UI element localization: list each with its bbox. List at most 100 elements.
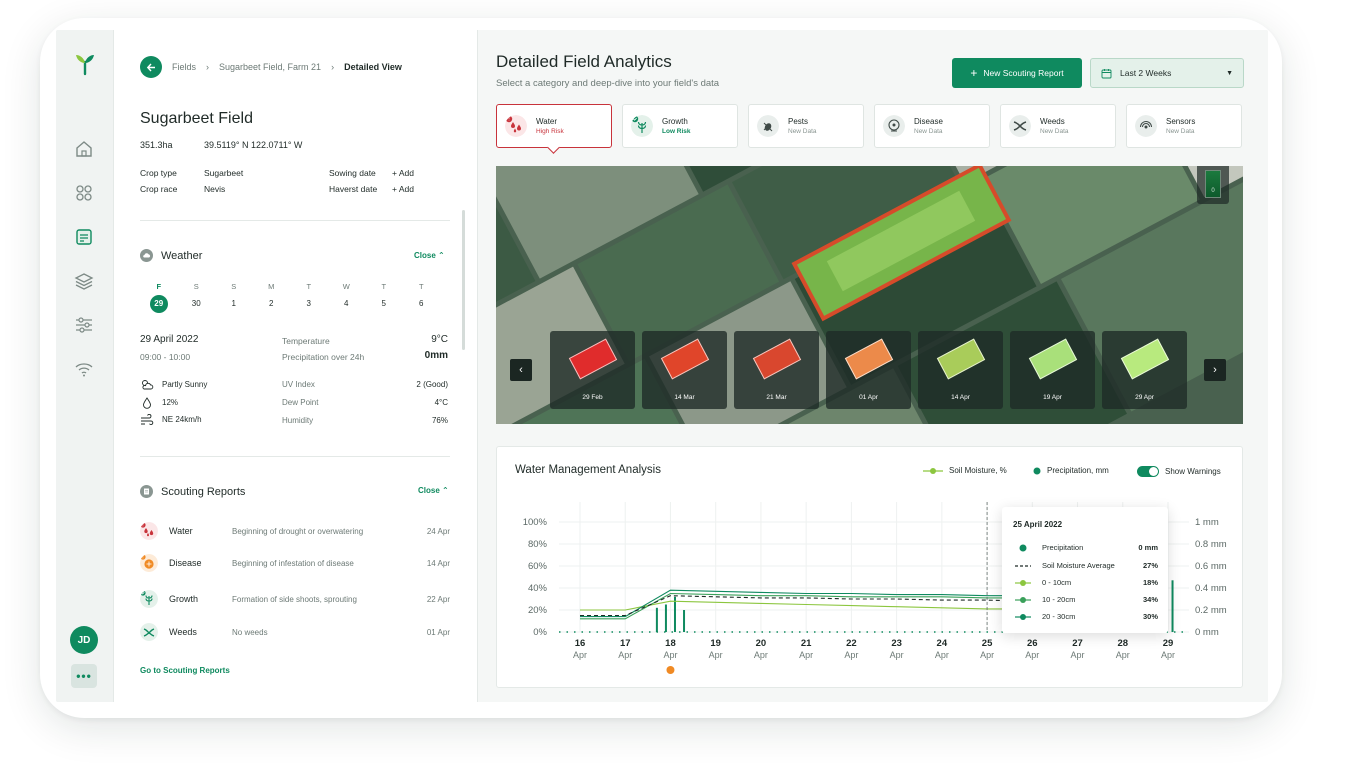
new-scouting-report-button[interactable]: + New Scouting Report bbox=[952, 58, 1082, 88]
field-overlay-preview bbox=[844, 338, 894, 380]
back-button[interactable] bbox=[140, 56, 162, 78]
field-overlay-preview bbox=[1120, 338, 1170, 380]
day-number: 29 bbox=[149, 295, 168, 313]
tab-sensors[interactable]: Sensors New Data bbox=[1126, 104, 1242, 148]
wifi-icon[interactable] bbox=[73, 358, 95, 380]
weather-time: 09:00 - 10:00 bbox=[140, 352, 191, 362]
warning-annotation bbox=[666, 666, 675, 674]
line-marker-icon bbox=[1015, 579, 1031, 586]
breadcrumb-fields[interactable]: Fields bbox=[172, 62, 197, 72]
tab-water[interactable]: ! Water High Risk bbox=[496, 104, 612, 148]
history-thumbnail[interactable]: 21 Mar bbox=[734, 331, 819, 409]
add-harvest-date-link[interactable]: + Add bbox=[392, 184, 414, 194]
report-desc: No weeds bbox=[232, 627, 268, 637]
report-date: 14 Apr bbox=[426, 558, 450, 568]
field-area: 351.3ha bbox=[140, 140, 173, 150]
field-satellite-map[interactable]: 0 ‹ 29 Feb 14 Mar 21 Mar 01 Apr 14 Apr 19 Apr… bbox=[496, 166, 1243, 424]
day-number: 4 bbox=[344, 299, 349, 308]
scouting-report-weeds[interactable]: Weeds No weeds 01 Apr bbox=[140, 621, 450, 643]
thumbs-prev-button[interactable]: ‹ bbox=[510, 359, 532, 381]
weekday-label: S bbox=[231, 282, 237, 291]
tab-status: New Data bbox=[1166, 128, 1195, 135]
tab-pests[interactable]: Pests New Data bbox=[748, 104, 864, 148]
legend-soil-moisture[interactable]: Soil Moisture, % bbox=[923, 466, 1007, 475]
day-2[interactable]: 2 bbox=[253, 295, 291, 313]
page-subtitle: Select a category and deep-dive into you… bbox=[496, 78, 720, 89]
show-warnings-toggle[interactable]: Show Warnings bbox=[1137, 466, 1221, 477]
legend-precipitation[interactable]: Precipitation, mm bbox=[1033, 466, 1109, 475]
scale-value: 0 bbox=[1211, 188, 1215, 194]
tab-status: New Data bbox=[914, 128, 943, 135]
field-coordinates: 39.5119° N 122.0711° W bbox=[204, 140, 303, 150]
crop-type-label: Crop type bbox=[140, 168, 177, 178]
sowing-date-label: Sowing date bbox=[329, 168, 376, 178]
reports-icon[interactable] bbox=[73, 226, 95, 248]
divider bbox=[140, 220, 450, 221]
report-name: Growth bbox=[169, 594, 199, 604]
thumbnail-date: 21 Mar bbox=[766, 394, 787, 401]
sliders-icon[interactable] bbox=[73, 314, 95, 336]
history-thumbnail[interactable]: 14 Apr bbox=[918, 331, 1003, 409]
y-right-tick: 0.4 mm bbox=[1195, 583, 1227, 594]
clipboard-icon bbox=[140, 485, 153, 498]
field-overlay-preview bbox=[1028, 338, 1078, 380]
scouting-report-growth[interactable]: Growth Formation of side shoots, sprouti… bbox=[140, 588, 450, 610]
tooltip-name: Soil Moisture Average bbox=[1042, 561, 1115, 570]
history-thumbnail[interactable]: 14 Mar bbox=[642, 331, 727, 409]
day-number: 1 bbox=[231, 299, 236, 308]
weather-date: 29 April 2022 bbox=[140, 334, 199, 345]
weather-close-button[interactable]: Close ⌃ bbox=[414, 251, 445, 260]
chart-tooltip: 25 April 2022 Precipitation 0 mm Soil Mo… bbox=[1002, 507, 1168, 633]
page-title: Detailed Field Analytics bbox=[496, 52, 672, 71]
thumbnail-date: 29 Feb bbox=[582, 394, 603, 401]
day-5[interactable]: 5 bbox=[365, 295, 403, 313]
day-3[interactable]: 3 bbox=[290, 295, 328, 313]
day-1[interactable]: 1 bbox=[215, 295, 253, 313]
more-menu-button[interactable]: ••• bbox=[71, 664, 97, 688]
user-avatar[interactable]: JD bbox=[70, 626, 98, 654]
date-range-select[interactable]: Last 2 Weeks ▼ bbox=[1090, 58, 1244, 88]
day-30[interactable]: 30 bbox=[178, 295, 216, 313]
weekday-label: T bbox=[306, 282, 312, 291]
new-scouting-report-label: New Scouting Report bbox=[983, 68, 1064, 78]
tab-weeds[interactable]: Weeds New Data bbox=[1000, 104, 1116, 148]
tooltip-value: 18% bbox=[1142, 578, 1158, 587]
partly-sunny-icon bbox=[142, 380, 154, 390]
toggle-switch[interactable] bbox=[1137, 466, 1159, 477]
weather-title: Weather bbox=[161, 249, 203, 262]
brand-logo-icon[interactable] bbox=[71, 50, 99, 81]
day-6[interactable]: 6 bbox=[403, 295, 441, 313]
x-tick-day: 22 bbox=[846, 638, 857, 649]
add-sowing-date-link[interactable]: + Add bbox=[392, 168, 414, 178]
line-marker-icon bbox=[1015, 596, 1031, 603]
history-thumbnails: 29 Feb 14 Mar 21 Mar 01 Apr 14 Apr 19 Apr 29 A… bbox=[550, 331, 1187, 409]
scouting-report-disease[interactable]: ! Disease Beginning of infestation of di… bbox=[140, 552, 450, 574]
panel-scrollbar[interactable] bbox=[462, 210, 465, 350]
scouting-close-button[interactable]: Close ⌃ bbox=[418, 486, 449, 495]
x-tick-month: Apr bbox=[844, 650, 858, 660]
day-29[interactable]: 29 bbox=[140, 295, 178, 313]
history-thumbnail[interactable]: 19 Apr bbox=[1010, 331, 1095, 409]
precipitation-label: Precipitation over 24h bbox=[282, 352, 365, 362]
crop-type-value: Sugarbeet bbox=[204, 168, 244, 178]
tab-growth[interactable]: Growth Low Risk bbox=[622, 104, 738, 148]
category-tabs: ! Water High Risk Growth Low Risk Pests New… bbox=[496, 104, 1242, 148]
layers-icon[interactable] bbox=[73, 270, 95, 292]
bug-icon bbox=[757, 115, 779, 137]
tab-disease[interactable]: Disease New Data bbox=[874, 104, 990, 148]
history-thumbnail[interactable]: 01 Apr bbox=[826, 331, 911, 409]
x-tick-month: Apr bbox=[754, 650, 768, 660]
svg-text:!: ! bbox=[508, 117, 510, 123]
thumbs-next-button[interactable]: › bbox=[1204, 359, 1226, 381]
grid-icon[interactable] bbox=[73, 182, 95, 204]
history-thumbnail[interactable]: 29 Apr bbox=[1102, 331, 1187, 409]
history-thumbnail[interactable]: 29 Feb bbox=[550, 331, 635, 409]
day-4[interactable]: 4 bbox=[328, 295, 366, 313]
tooltip-value: 27% bbox=[1142, 561, 1158, 570]
report-desc: Formation of side shoots, sprouting bbox=[232, 594, 357, 604]
home-icon[interactable] bbox=[73, 138, 95, 160]
scouting-report-water[interactable]: ! Water Beginning of drought or overwate… bbox=[140, 520, 450, 542]
go-to-scouting-reports-link[interactable]: Go to Scouting Reports bbox=[140, 666, 230, 675]
report-date: 24 Apr bbox=[426, 526, 450, 536]
breadcrumb-field[interactable]: Sugarbeet Field, Farm 21 bbox=[219, 62, 322, 72]
